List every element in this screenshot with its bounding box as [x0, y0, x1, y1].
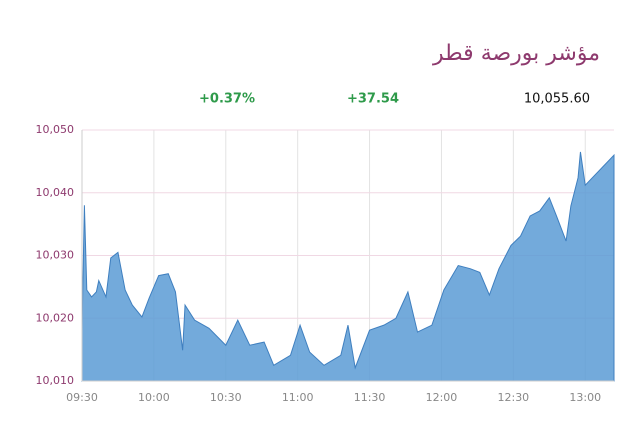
x-tick-label: 11:00: [282, 391, 314, 404]
x-tick-label: 10:00: [138, 391, 170, 404]
y-tick-label: 10,010: [36, 374, 75, 387]
y-tick-label: 10,020: [36, 311, 75, 324]
x-tick-label: 12:30: [497, 391, 529, 404]
y-tick-label: 10,040: [36, 186, 75, 199]
x-tick-label: 12:00: [426, 391, 458, 404]
change-points: +37.54: [347, 92, 399, 107]
y-tick-label: 10,030: [36, 249, 75, 262]
x-tick-label: 13:00: [569, 391, 601, 404]
x-tick-label: 10:30: [210, 391, 242, 404]
y-tick-label: 10,050: [36, 123, 75, 136]
index-price: 10,055.60: [524, 92, 590, 107]
x-tick-label: 09:30: [66, 391, 98, 404]
chart-title: مؤشر بورصة قطر: [432, 41, 600, 66]
x-tick-label: 11:30: [354, 391, 386, 404]
area: [81, 151, 615, 382]
change-percent: +0.37%: [199, 92, 255, 107]
